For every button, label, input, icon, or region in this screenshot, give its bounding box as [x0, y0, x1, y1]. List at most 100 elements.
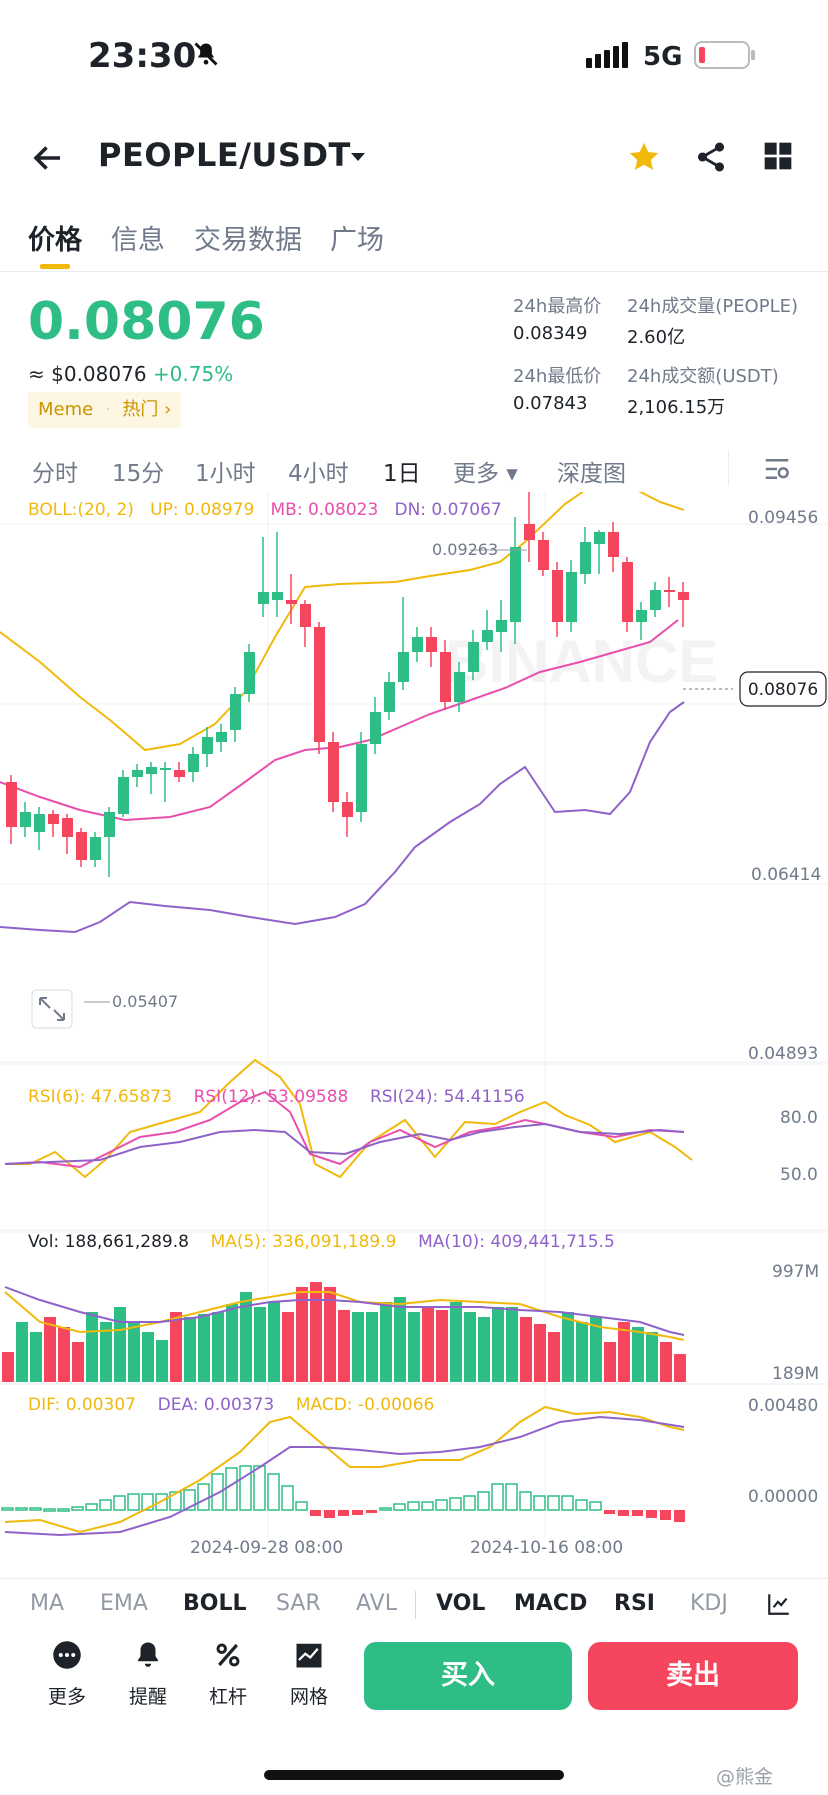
rsi-axis-50: 50.0 — [780, 1165, 818, 1185]
tag-meme-hot[interactable]: Meme · 热门 › — [28, 392, 182, 428]
favorite-star-icon[interactable] — [627, 140, 661, 178]
boll-lower-line — [0, 701, 685, 934]
ind-ema[interactable]: EMA — [100, 1591, 148, 1616]
chart-area[interactable]: BINANCE 0.08076 0.09263 0.05407 BOLL:(20… — [0, 492, 828, 1558]
candle-body — [594, 532, 605, 544]
ind-ma[interactable]: MA — [30, 1591, 65, 1616]
volume-bar — [450, 1302, 462, 1382]
macd-bar — [211, 1473, 224, 1511]
interval-1h[interactable]: 1小时 — [195, 461, 256, 487]
indicator-tabs: MA EMA BOLL SAR AVL VOL MACD RSI KDJ — [0, 1578, 828, 1628]
pair-title[interactable]: PEOPLE/USDT — [98, 136, 351, 174]
amount-label: 24h成交额(USDT) — [627, 366, 779, 387]
volume-bar — [660, 1342, 672, 1382]
candle-body — [34, 814, 45, 832]
interval-timeline[interactable]: 分时 — [32, 461, 78, 487]
candle-body — [608, 532, 619, 557]
interval-bar: 分时 15分 1小时 4小时 1日 更多 ▾ 深度图 — [0, 446, 828, 496]
action-grid[interactable]: 网格 — [274, 1640, 344, 1709]
candle-body — [580, 542, 591, 574]
watermark-text: @熊金 — [716, 1766, 774, 1788]
candle-body — [664, 590, 675, 592]
ind-avl[interactable]: AVL — [356, 1591, 397, 1616]
candle-body — [636, 610, 647, 622]
candle-body — [258, 592, 269, 604]
tab-underline — [40, 264, 70, 269]
tab-info[interactable]: 信息 — [111, 225, 165, 256]
vol-ma5-line — [4, 1291, 685, 1341]
action-bar: 更多 提醒 杠杆 网格 — [0, 1640, 828, 1720]
volume-bar — [338, 1310, 350, 1382]
expand-icon[interactable] — [31, 989, 73, 1029]
volume-bar — [506, 1307, 518, 1382]
volume-bar — [268, 1302, 280, 1382]
macd-bar — [197, 1483, 210, 1511]
candle-body — [566, 572, 577, 622]
volume-bar — [282, 1312, 294, 1382]
macd-bar — [295, 1501, 308, 1511]
candle-body — [468, 642, 479, 672]
candle-body — [538, 540, 549, 570]
candle-body — [622, 562, 633, 622]
signal-icon — [586, 42, 630, 72]
macd-bar — [646, 1510, 657, 1518]
action-leverage[interactable]: 杠杆 — [193, 1640, 263, 1709]
ind-sar[interactable]: SAR — [276, 1591, 321, 1616]
candle-body — [356, 744, 367, 812]
bell-icon — [133, 1642, 163, 1674]
tag-hot: 热门 › — [122, 399, 172, 420]
macd-label: MACD: -0.00066 — [295, 1395, 435, 1415]
ind-rsi[interactable]: RSI — [614, 1591, 655, 1616]
candle-body — [104, 812, 115, 837]
depth-chart-tab[interactable]: 深度图 — [557, 461, 626, 487]
ind-kdj[interactable]: KDJ — [690, 1591, 728, 1616]
current-price-label: 0.08076 — [748, 680, 818, 700]
macd-axis-zero: 0.00000 — [748, 1487, 819, 1507]
volume-bar — [142, 1332, 154, 1382]
interval-more[interactable]: 更多 ▾ — [453, 461, 518, 487]
candle-body — [146, 767, 157, 774]
macd-bar — [267, 1473, 280, 1511]
tab-price[interactable]: 价格 — [28, 225, 82, 256]
buy-button[interactable]: 买入 — [364, 1642, 572, 1710]
back-icon[interactable] — [30, 140, 66, 180]
candle-body — [48, 814, 59, 824]
ind-macd[interactable]: MACD — [514, 1591, 588, 1616]
volume-bar — [674, 1354, 686, 1382]
macd-bar — [491, 1483, 504, 1511]
macd-bar — [338, 1510, 349, 1516]
status-bar: 23:30 5G — [0, 0, 828, 110]
macd-bar — [183, 1489, 196, 1511]
candle-body — [426, 637, 437, 652]
ind-boll[interactable]: BOLL — [183, 1591, 247, 1616]
macd-bar — [589, 1501, 602, 1511]
share-icon[interactable] — [694, 140, 728, 178]
chart-settings-icon[interactable] — [762, 454, 792, 488]
sell-button[interactable]: 卖出 — [588, 1642, 798, 1710]
interval-4h[interactable]: 4小时 — [288, 461, 349, 487]
action-more[interactable]: 更多 — [32, 1640, 102, 1709]
boll-upper-line — [0, 492, 685, 752]
kline-chart[interactable]: BINANCE 0.08076 0.09263 0.05407 — [0, 492, 828, 1537]
macd-bar — [239, 1465, 252, 1511]
interval-15m[interactable]: 15分 — [112, 461, 165, 487]
indicator-settings-icon[interactable] — [766, 1591, 792, 1621]
macd-bar — [29, 1507, 42, 1511]
candle-body — [20, 812, 31, 827]
volume-bar — [590, 1317, 602, 1382]
macd-bar — [169, 1491, 182, 1511]
amount-value: 2,106.15万 — [627, 397, 726, 418]
candle-body — [132, 770, 143, 777]
macd-bar — [225, 1467, 238, 1511]
volume-bar — [296, 1287, 308, 1382]
interval-1d[interactable]: 1日 — [383, 461, 421, 487]
macd-bar — [141, 1493, 154, 1511]
tab-trading-data[interactable]: 交易数据 — [194, 225, 302, 256]
layout-grid-icon[interactable] — [762, 140, 794, 176]
macd-bar — [113, 1495, 126, 1511]
action-alert[interactable]: 提醒 — [113, 1640, 183, 1709]
tab-square[interactable]: 广场 — [330, 225, 384, 256]
ind-vol[interactable]: VOL — [436, 1591, 486, 1616]
volume-bar — [548, 1332, 560, 1382]
pair-dropdown-icon[interactable] — [350, 148, 366, 167]
